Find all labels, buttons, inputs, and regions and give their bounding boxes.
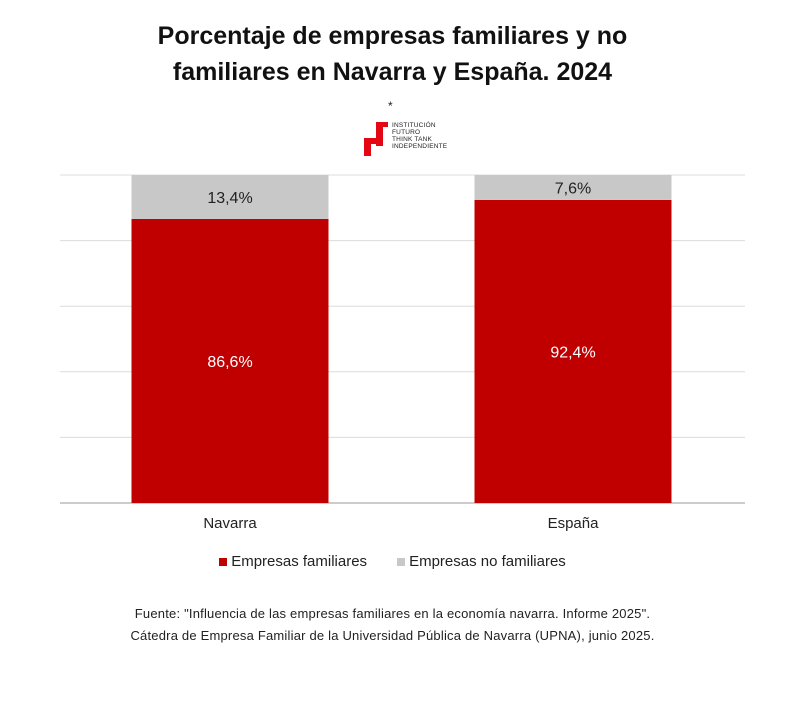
source-note: Fuente: "Influencia de las empresas fami… bbox=[0, 603, 785, 647]
legend-swatch-no-familiares bbox=[397, 557, 406, 566]
x-tick-label: Navarra bbox=[203, 515, 257, 532]
logo-star: * bbox=[388, 99, 393, 113]
stacked-bar-chart: 86,6% 13,4% Navarra 92,4% 7,6% España bbox=[60, 174, 745, 532]
legend-label-familiares: Empresas familiares bbox=[231, 553, 368, 570]
chart-title-line-1: Porcentaje de empresas familiares y no bbox=[157, 22, 628, 50]
chart-title-line-2: familiares en Navarra y España. 2024 bbox=[172, 58, 613, 86]
bar-no-familiares-navarra bbox=[131, 175, 329, 219]
chart-title: Porcentaje de empresas familiares y no f… bbox=[0, 18, 785, 90]
logo-text-line: THINK TANK bbox=[392, 136, 433, 143]
logo-text-line: INDEPENDIENTE bbox=[392, 143, 448, 150]
institucion-futuro-logo: * INSTITUCIÓN FUTURO THINK TANK INDEPEND… bbox=[362, 100, 462, 160]
bar-familiares-espana bbox=[474, 199, 672, 503]
logo-text: INSTITUCIÓN FUTURO THINK TANK INDEPENDIE… bbox=[392, 122, 447, 150]
source-line-1: Fuente: "Influencia de las empresas fami… bbox=[134, 606, 651, 621]
data-label-no-familiares-espana: 7,6% bbox=[555, 180, 591, 197]
data-label-familiares-espana: 92,4% bbox=[550, 344, 595, 361]
legend-label-no-familiares: Empresas no familiares bbox=[409, 553, 566, 570]
logo-mark-icon bbox=[364, 122, 388, 156]
chart-legend: Empresas familiares Empresas no familiar… bbox=[0, 553, 785, 570]
x-tick-label: España bbox=[548, 515, 600, 532]
logo-text-line: FUTURO bbox=[392, 129, 421, 136]
data-label-familiares-navarra: 86,6% bbox=[207, 354, 252, 371]
data-label-no-familiares-navarra: 13,4% bbox=[207, 190, 252, 207]
bar-familiares-navarra bbox=[131, 218, 329, 503]
legend-item-familiares: Empresas familiares bbox=[219, 553, 367, 570]
source-line-2: Cátedra de Empresa Familiar de la Univer… bbox=[130, 628, 655, 643]
legend-swatch-familiares bbox=[219, 557, 228, 566]
legend-item-no-familiares: Empresas no familiares bbox=[397, 553, 566, 570]
bar-no-familiares-espana bbox=[474, 175, 672, 200]
logo-text-line: INSTITUCIÓN bbox=[392, 122, 436, 129]
